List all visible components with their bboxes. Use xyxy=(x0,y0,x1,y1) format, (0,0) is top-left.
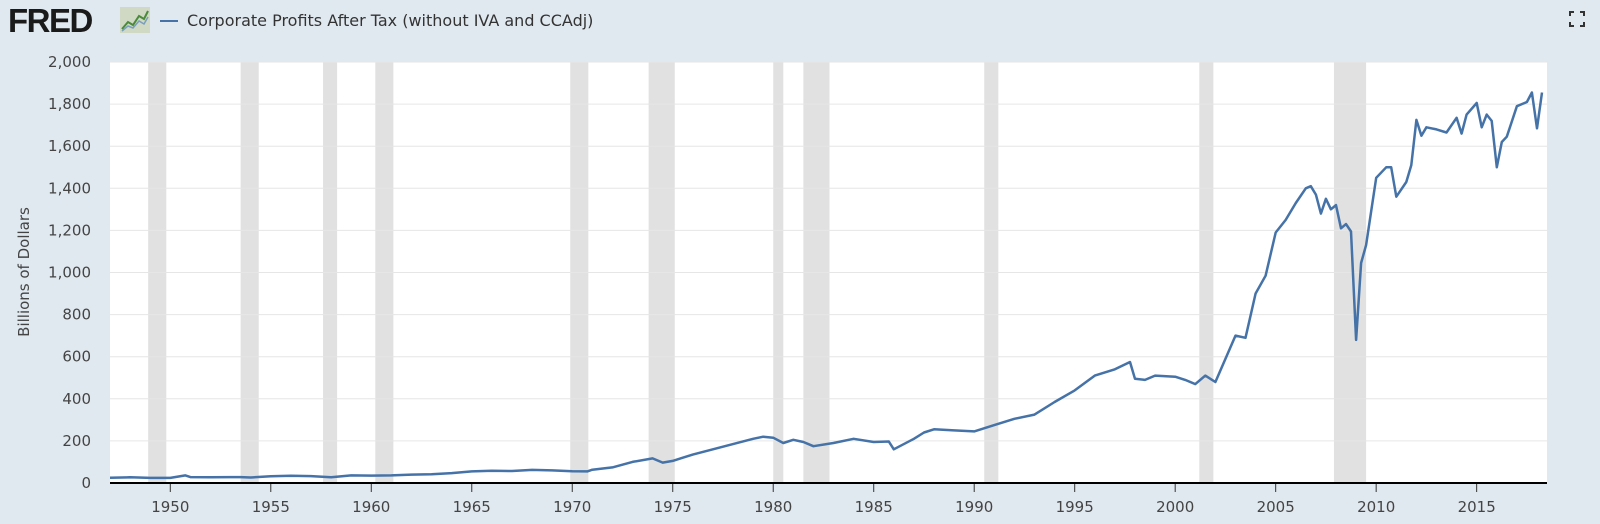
x-tick-label: 1955 xyxy=(252,498,290,516)
series-line[interactable] xyxy=(109,91,1544,480)
y-tick-label: 600 xyxy=(62,348,91,366)
x-tick-label: 1990 xyxy=(955,498,993,516)
x-tick-label: 2000 xyxy=(1156,498,1194,516)
fullscreen-icon[interactable] xyxy=(1569,11,1585,27)
y-tick-label: 1,600 xyxy=(48,137,91,155)
gridlines xyxy=(110,61,1547,442)
y-tick-label: 200 xyxy=(62,432,91,450)
legend-line-swatch xyxy=(160,20,178,22)
y-axis-title: Billions of Dollars xyxy=(15,207,33,337)
series-title: Corporate Profits After Tax (without IVA… xyxy=(187,11,594,30)
x-tick-label: 1995 xyxy=(1056,498,1094,516)
x-axis: 1950 1955 1960 1965 1970 1975 1980 1985 1990 1995… xyxy=(151,483,1496,516)
y-tick-label: 1,200 xyxy=(48,221,91,239)
y-tick-label: 1,800 xyxy=(48,95,91,113)
x-tick-label: 2005 xyxy=(1257,498,1295,516)
x-tick-label: 2010 xyxy=(1357,498,1395,516)
y-tick-label: 400 xyxy=(62,390,91,408)
x-tick-label: 2015 xyxy=(1458,498,1496,516)
y-tick-label: 1,400 xyxy=(48,179,91,197)
x-tick-label: 1950 xyxy=(151,498,189,516)
fred-logo[interactable]: FRED xyxy=(8,2,93,39)
recession-bands xyxy=(148,62,1367,483)
x-tick-label: 1960 xyxy=(352,498,390,516)
chart-header: FRED Corporate Profits After Tax (withou… xyxy=(0,0,1600,44)
x-tick-label: 1970 xyxy=(553,498,591,516)
y-tick-label: 800 xyxy=(62,306,91,324)
x-tick-label: 1975 xyxy=(654,498,692,516)
y-tick-label: 2,000 xyxy=(48,53,91,71)
x-tick-label: 1985 xyxy=(855,498,893,516)
y-tick-label: 1,000 xyxy=(48,264,91,282)
line-graph-icon xyxy=(120,7,150,33)
y-tick-label: 0 xyxy=(81,474,91,492)
x-tick-label: 1965 xyxy=(453,498,491,516)
y-axis: 0 200 400 600 800 1,000 1,200 1,400 1,600 1,800 2,… xyxy=(48,53,91,492)
x-tick-label: 1980 xyxy=(754,498,792,516)
